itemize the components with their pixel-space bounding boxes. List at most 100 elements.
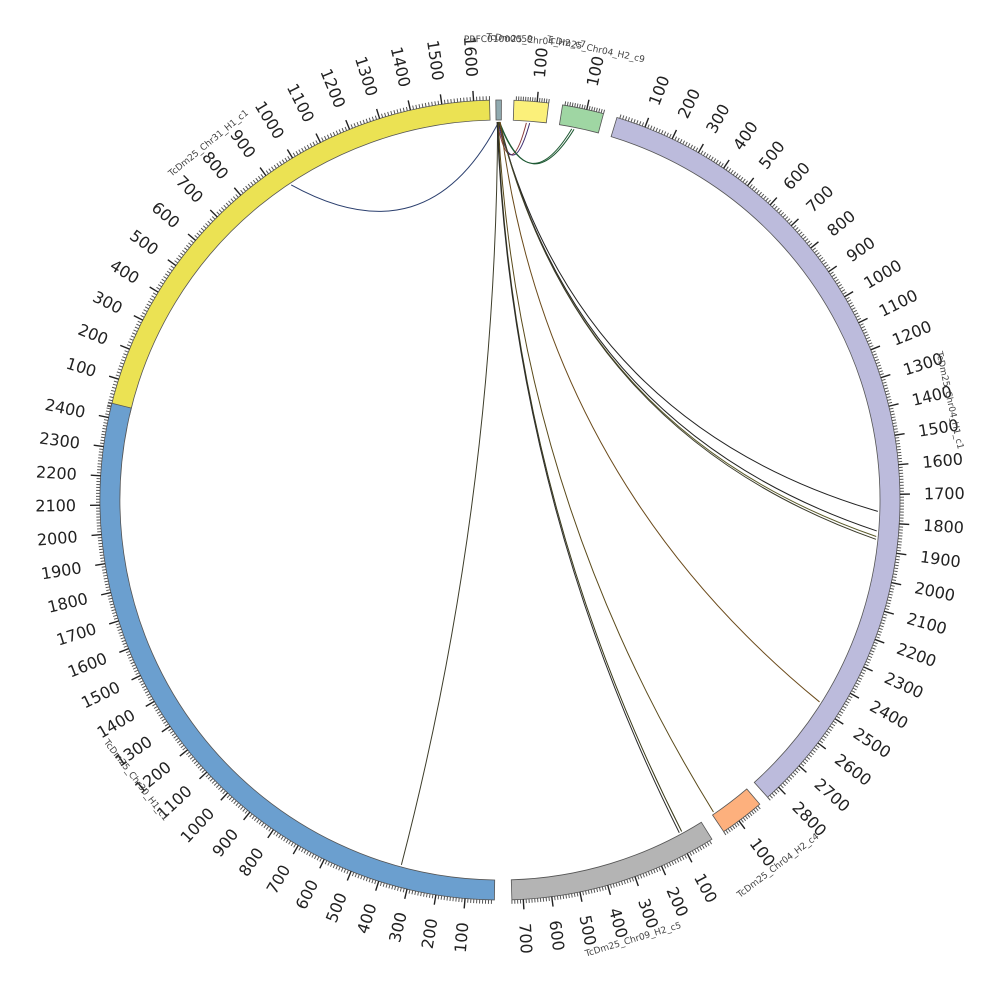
tick-mark (431, 101, 433, 106)
tick-mark (591, 106, 593, 111)
tick-label: 1900 (40, 558, 83, 583)
tick-mark (91, 533, 102, 537)
tick-mark (756, 189, 760, 194)
link-PRFC01000059-TcDm25_Chr04_H1_c1 (498, 121, 877, 532)
tick-mark (293, 843, 297, 848)
tick-mark (149, 286, 159, 293)
tick-mark (284, 157, 288, 162)
tick-mark (190, 239, 194, 244)
link-PRFC01000059-TcDm25_Chr04_H2_c4 (497, 121, 714, 813)
tick-mark (99, 551, 104, 554)
tick-label: 700 (172, 172, 207, 207)
tick-mark (876, 633, 881, 636)
tick-mark (148, 300, 153, 304)
tick-mark (119, 647, 129, 653)
tick-mark (285, 839, 289, 843)
tick-mark (365, 118, 368, 123)
link-PRFC01000059-TcDm25_Chr04_H1_c1 (498, 121, 877, 537)
tick-mark (100, 591, 112, 596)
tick-mark (226, 794, 231, 799)
tick-mark (732, 825, 736, 830)
tick-mark (642, 873, 645, 878)
tick-mark (771, 792, 776, 797)
segments-layer (99, 99, 901, 901)
tick-mark (633, 119, 636, 124)
link-PRFC01000059-TcDm25_Chr09_H2_c5 (496, 121, 680, 833)
tick-mark (196, 232, 201, 237)
tick-mark (225, 202, 230, 207)
tick-mark (862, 328, 867, 332)
tick-mark (834, 279, 839, 283)
tick-mark (216, 211, 220, 216)
tick-mark (338, 129, 342, 134)
tick-mark (777, 786, 786, 795)
tick-label: 800 (823, 206, 859, 240)
tick-mark (251, 815, 255, 820)
tick-mark (431, 894, 434, 899)
tick-mark (411, 890, 414, 895)
tick-mark (106, 589, 111, 592)
tick-mark (111, 386, 117, 389)
tick-mark (112, 611, 117, 615)
tick-mark (636, 120, 639, 125)
tick-mark (95, 563, 106, 567)
tick-mark (838, 284, 842, 288)
tick-mark (119, 362, 124, 365)
tick-mark (101, 566, 106, 568)
tick-mark (817, 742, 827, 750)
tick-mark (694, 849, 698, 854)
tick-mark (308, 852, 312, 857)
tick-label: 600 (779, 158, 814, 193)
tick-mark (858, 677, 863, 680)
tick-mark (819, 740, 824, 744)
tick-mark (576, 103, 579, 108)
tick-mark (833, 720, 837, 724)
tick-mark (108, 620, 119, 625)
tick-mark (600, 109, 603, 114)
tick-mark (187, 233, 197, 241)
tick-mark (193, 760, 198, 765)
tick-mark (674, 859, 677, 864)
tick-mark (831, 723, 836, 727)
tick-mark (872, 353, 877, 356)
tick-mark (695, 147, 699, 152)
tick-mark (249, 813, 253, 818)
tick-mark (133, 314, 144, 321)
tick-mark (343, 868, 347, 873)
tick-mark (774, 205, 778, 210)
tick-mark (637, 875, 640, 880)
tick-mark (434, 101, 436, 106)
tick-mark (615, 882, 618, 887)
tick-mark (806, 756, 811, 760)
tick-mark (283, 837, 287, 842)
tick-mark (152, 703, 157, 707)
tick-mark (402, 888, 405, 893)
tick-mark (100, 436, 105, 439)
tick-mark (324, 135, 327, 140)
tick-label: 1400 (94, 705, 139, 742)
tick-mark (679, 857, 682, 862)
tick-mark (780, 784, 784, 789)
tick-mark (368, 117, 371, 122)
tick-mark (873, 641, 878, 645)
links-layer (290, 121, 878, 866)
tick-mark (356, 121, 359, 127)
tick-mark (828, 265, 838, 273)
tick-mark (802, 760, 807, 765)
tick-mark (884, 387, 889, 390)
tick-mark (828, 728, 832, 732)
tick-mark (109, 603, 114, 606)
tick-mark (350, 124, 353, 129)
tick-mark (306, 850, 309, 855)
tick-mark (880, 622, 885, 625)
tick-mark (866, 658, 872, 661)
tick-mark (108, 600, 114, 603)
tick-mark (758, 191, 762, 196)
tick-mark (581, 104, 584, 109)
tick-mark (740, 818, 744, 823)
tick-mark (590, 889, 593, 894)
tick-mark (199, 771, 208, 780)
tick-mark (705, 153, 709, 158)
tick-mark (351, 872, 355, 877)
